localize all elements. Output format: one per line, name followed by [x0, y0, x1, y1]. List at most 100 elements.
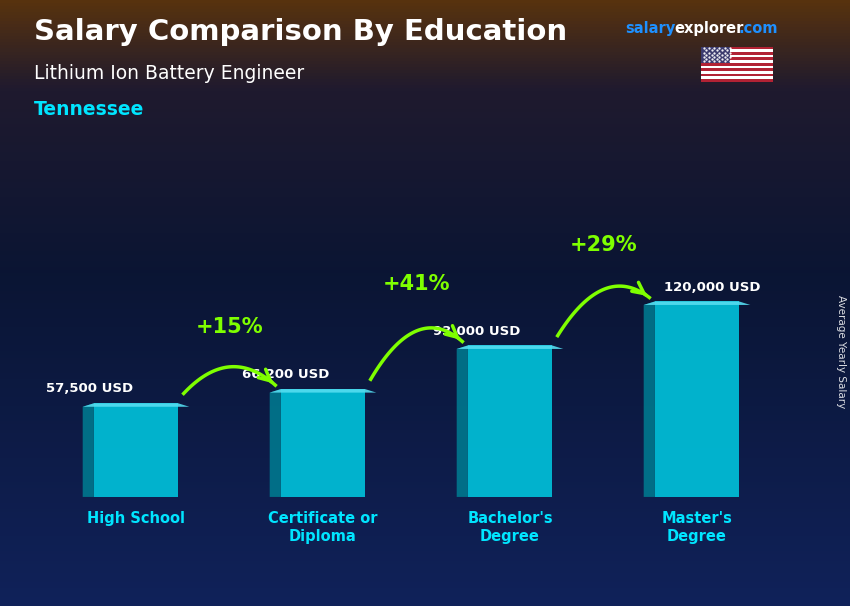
- Bar: [0, 533, 850, 536]
- Bar: [0, 582, 850, 585]
- Bar: [0, 0, 850, 3]
- Bar: [0, 497, 850, 500]
- Bar: [0, 73, 850, 76]
- Bar: [0, 61, 850, 64]
- Bar: [0, 215, 850, 218]
- Bar: [0, 515, 850, 518]
- Bar: [701, 76, 774, 79]
- Bar: [701, 47, 730, 63]
- Bar: [0, 24, 850, 27]
- Bar: [0, 127, 850, 130]
- Bar: [0, 521, 850, 524]
- Bar: [0, 418, 850, 421]
- Bar: [0, 33, 850, 36]
- Bar: [701, 68, 774, 71]
- Bar: [0, 436, 850, 439]
- Bar: [0, 430, 850, 433]
- Text: +41%: +41%: [382, 274, 450, 294]
- Bar: [0, 333, 850, 336]
- Bar: [0, 439, 850, 442]
- Bar: [0, 551, 850, 554]
- Bar: [0, 324, 850, 327]
- Bar: [0, 288, 850, 291]
- Bar: [0, 273, 850, 276]
- Bar: [701, 60, 774, 63]
- Bar: [0, 176, 850, 179]
- Bar: [0, 348, 850, 351]
- Bar: [0, 561, 850, 564]
- Bar: [0, 279, 850, 282]
- Bar: [0, 400, 850, 403]
- Bar: [0, 394, 850, 397]
- Bar: [0, 427, 850, 430]
- Bar: [0, 230, 850, 233]
- Bar: [0, 597, 850, 600]
- Bar: [0, 264, 850, 267]
- Bar: [0, 179, 850, 182]
- Bar: [0, 261, 850, 264]
- Bar: [0, 461, 850, 464]
- Bar: [0, 70, 850, 73]
- Polygon shape: [456, 345, 564, 349]
- Bar: [0, 139, 850, 142]
- Text: Bachelor's
Degree: Bachelor's Degree: [468, 511, 552, 544]
- Bar: [0, 3, 850, 6]
- Bar: [0, 364, 850, 367]
- Bar: [0, 55, 850, 58]
- Bar: [0, 509, 850, 512]
- Bar: [0, 48, 850, 52]
- Bar: [0, 527, 850, 530]
- Bar: [0, 6, 850, 9]
- Bar: [94, 403, 178, 497]
- Bar: [0, 485, 850, 488]
- Bar: [0, 227, 850, 230]
- Bar: [0, 336, 850, 339]
- Text: 66,200 USD: 66,200 USD: [242, 368, 329, 381]
- Polygon shape: [269, 389, 280, 497]
- Text: 93,000 USD: 93,000 USD: [433, 325, 520, 338]
- Bar: [0, 112, 850, 115]
- Bar: [0, 276, 850, 279]
- Bar: [0, 591, 850, 594]
- Bar: [0, 539, 850, 542]
- Bar: [0, 573, 850, 576]
- Bar: [0, 345, 850, 348]
- Bar: [0, 224, 850, 227]
- Bar: [0, 285, 850, 288]
- Bar: [0, 130, 850, 133]
- Bar: [0, 318, 850, 321]
- Bar: [0, 18, 850, 21]
- Bar: [0, 145, 850, 148]
- Bar: [0, 548, 850, 551]
- Polygon shape: [82, 403, 94, 497]
- Bar: [0, 442, 850, 445]
- Bar: [0, 412, 850, 415]
- Bar: [0, 339, 850, 342]
- Bar: [0, 203, 850, 206]
- Bar: [0, 173, 850, 176]
- Polygon shape: [643, 301, 751, 305]
- Text: Average Yearly Salary: Average Yearly Salary: [836, 295, 846, 408]
- Bar: [0, 406, 850, 409]
- Bar: [0, 136, 850, 139]
- Bar: [0, 109, 850, 112]
- Bar: [0, 148, 850, 152]
- Bar: [0, 355, 850, 358]
- Bar: [0, 294, 850, 297]
- Bar: [0, 188, 850, 191]
- Bar: [0, 445, 850, 448]
- Bar: [0, 542, 850, 545]
- Bar: [0, 88, 850, 91]
- Bar: [0, 133, 850, 136]
- Bar: [701, 74, 774, 76]
- Bar: [0, 36, 850, 39]
- Bar: [0, 379, 850, 382]
- Bar: [0, 242, 850, 245]
- Bar: [0, 470, 850, 473]
- Bar: [0, 603, 850, 606]
- Bar: [0, 309, 850, 312]
- Bar: [0, 576, 850, 579]
- Bar: [0, 191, 850, 194]
- Bar: [654, 301, 739, 497]
- Bar: [0, 30, 850, 33]
